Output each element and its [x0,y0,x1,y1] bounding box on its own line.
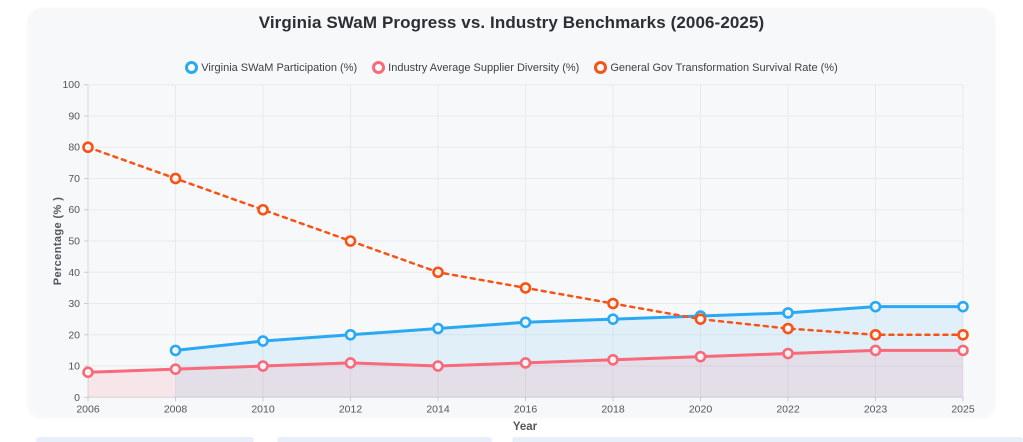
y-tick-label: 80 [68,142,80,154]
data-point-2-2018 [607,297,619,310]
data-point-1-2023 [869,344,882,357]
data-point-1-2012 [344,357,357,369]
data-point-2-2010 [257,203,269,216]
y-tick-label: 70 [68,173,80,185]
y-tick-label: 30 [68,298,80,310]
data-point-0-2016 [519,316,532,329]
series-area-0 [175,306,963,398]
x-tick-label: 2020 [689,403,713,415]
data-point-1-2010 [257,360,269,372]
x-tick-label: 2008 [164,403,188,415]
cutoff-element-below-3 [512,437,1023,442]
y-tick-label: 10 [68,361,80,373]
data-point-1-2018 [607,353,619,366]
y-tick-label: 50 [68,236,80,248]
data-point-0-2023 [869,300,882,313]
data-point-1-2016 [519,357,532,369]
y-tick-label: 20 [68,329,80,341]
chart-title: Virginia SWaM Progress vs. Industry Benc… [258,13,765,32]
y-tick-label: 40 [68,267,80,279]
legend-ring-icon [185,61,199,74]
data-point-2-2023 [869,328,882,341]
data-point-0-2012 [344,328,357,341]
x-tick-label: 2018 [601,403,625,415]
legend-label: Virginia SWaM Participation (%) [201,61,358,74]
data-point-0-2025 [957,300,969,313]
data-point-0-2018 [607,313,619,325]
y-tick-label: 90 [68,110,80,122]
x-tick-label: 2012 [339,403,363,415]
data-point-1-2008 [169,363,182,375]
chart-legend: Virginia SWaM Participation (%) Industry… [28,61,995,74]
x-tick-label: 2016 [514,403,538,415]
legend-label: Industry Average Supplier Diversity (%) [388,61,580,74]
data-point-2-2025 [957,328,969,341]
y-tick-label: 0 [74,392,80,404]
x-axis-title: Year [512,421,538,433]
data-point-2-2014 [432,266,444,279]
data-point-0-2022 [782,307,794,319]
series-area-1 [88,350,963,398]
legend-ring-icon [594,61,608,74]
x-tick-label: 2014 [426,403,450,415]
x-tick-label: 2010 [251,403,275,415]
legend-ring-icon [372,61,386,74]
x-tick-label: 2006 [76,403,100,415]
data-point-1-2022 [782,347,794,360]
cutoff-element-below-1 [36,437,254,442]
legend-label: General Gov Transformation Survival Rate… [610,61,838,74]
data-point-1-2020 [694,350,707,363]
y-axis-title: Percentage (% ) [52,196,64,286]
cutoff-element-below-2 [277,437,492,442]
data-point-2-2008 [169,172,182,185]
data-point-1-2006 [82,366,94,379]
data-point-1-2014 [432,360,444,372]
x-tick-label: 2023 [864,403,888,415]
data-point-0-2008 [169,344,182,357]
data-point-2-2016 [519,282,532,294]
y-tick-label: 100 [62,79,80,91]
data-point-2-2022 [782,322,794,335]
data-point-2-2012 [344,235,357,247]
data-point-2-2020 [694,313,707,325]
legend-item-virginia-swam[interactable]: Virginia SWaM Participation (%) [185,61,357,74]
data-point-0-2014 [432,322,444,335]
x-tick-label: 2022 [776,403,800,415]
data-point-2-2006 [82,141,94,154]
x-tick-label: 2025 [951,403,975,415]
data-point-1-2025 [957,344,969,357]
series-line-0 [174,305,965,352]
legend-item-industry-average[interactable]: Industry Average Supplier Diversity (%) [372,61,579,74]
data-point-0-2010 [257,335,269,347]
y-tick-label: 60 [68,204,80,216]
legend-item-gov-transformation[interactable]: General Gov Transformation Survival Rate… [594,61,838,74]
